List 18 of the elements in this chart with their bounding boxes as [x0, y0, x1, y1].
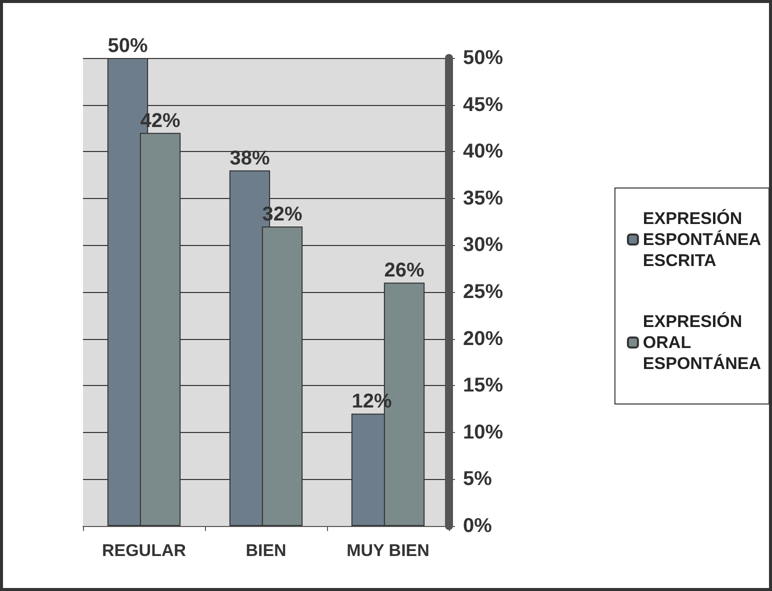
- data-label: 50%: [108, 35, 148, 57]
- y-tick-label: 0%: [463, 515, 492, 537]
- data-label: 26%: [384, 260, 424, 282]
- y-tick-label: 10%: [463, 421, 504, 444]
- legend-label: EXPRESIÓN ORAL ESPONTÁNEA: [642, 311, 762, 373]
- legend-label: EXPRESIÓN ESPONTÁNEA ESCRITA: [642, 208, 762, 270]
- y-tick-label: 45%: [463, 94, 504, 116]
- x-tick-label: MUY BIEN: [346, 541, 430, 560]
- y-tick-label: 25%: [463, 281, 504, 303]
- y-tick-label: 50%: [463, 47, 504, 69]
- x-tick-label: BIEN: [246, 541, 286, 560]
- y-tick-label: 15%: [463, 374, 504, 397]
- y-tick-label: 35%: [463, 187, 504, 210]
- y-tick-label: 30%: [463, 234, 504, 256]
- y-tick-label: 5%: [463, 468, 492, 490]
- y-tick-label: 20%: [463, 328, 504, 350]
- x-tick-label: REGULAR: [102, 541, 186, 560]
- y-tick-label: 40%: [463, 140, 504, 163]
